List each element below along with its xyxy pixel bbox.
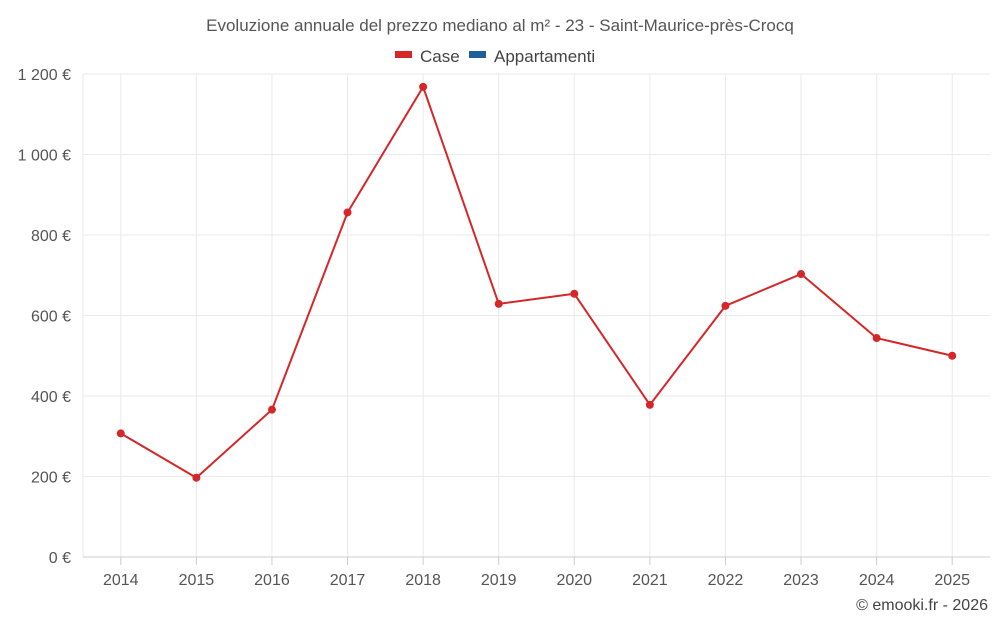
y-tick-label: 200 € (31, 470, 71, 487)
data-point[interactable] (948, 351, 957, 360)
credit-text: © emooki.fr - 2026 (856, 597, 988, 614)
y-tick-label: 1 000 € (18, 148, 71, 165)
legend-swatch-case[interactable] (395, 51, 412, 58)
legend-swatch-appartamenti[interactable] (469, 51, 486, 58)
x-tick-label: 2021 (632, 572, 668, 589)
gridlines (83, 73, 990, 557)
legend-label-case[interactable]: Case (420, 47, 460, 66)
y-tick-label: 400 € (31, 389, 71, 406)
x-tick-label: 2016 (254, 572, 290, 589)
x-tick-label: 2024 (859, 572, 895, 589)
data-point[interactable] (192, 473, 201, 482)
x-tick-label: 2019 (481, 572, 517, 589)
y-tick-label: 600 € (31, 309, 71, 326)
data-point[interactable] (494, 299, 503, 308)
data-point[interactable] (570, 289, 579, 298)
x-tick-label: 2017 (330, 572, 366, 589)
x-tick-label: 2020 (556, 572, 592, 589)
legend-label-appartamenti[interactable]: Appartamenti (494, 47, 595, 66)
series-case (116, 82, 957, 482)
data-point[interactable] (419, 82, 428, 91)
axes: 0 € 200 € 400 € 600 € 800 € 1 000 € 1 200 € 201… (18, 67, 990, 589)
data-point[interactable] (343, 208, 352, 217)
data-point[interactable] (721, 301, 730, 310)
chart-title: Evoluzione annuale del prezzo mediano al… (206, 16, 794, 35)
y-tick-label: 1 200 € (18, 67, 71, 84)
y-tick-label: 800 € (31, 228, 71, 245)
series-line-case (120, 85, 953, 479)
x-tick-label: 2023 (783, 572, 819, 589)
x-tick-label: 2025 (934, 572, 970, 589)
x-tick-label: 2018 (405, 572, 441, 589)
data-point[interactable] (872, 334, 881, 343)
legend[interactable]: Case Appartamenti (395, 47, 595, 66)
x-tick-label: 2022 (708, 572, 744, 589)
data-point[interactable] (645, 400, 654, 409)
x-tick-label: 2014 (103, 572, 139, 589)
y-tick-label: 0 € (49, 550, 71, 567)
data-point[interactable] (797, 270, 806, 279)
x-tick-label: 2015 (179, 572, 215, 589)
data-point[interactable] (267, 405, 276, 414)
data-point[interactable] (116, 429, 125, 438)
